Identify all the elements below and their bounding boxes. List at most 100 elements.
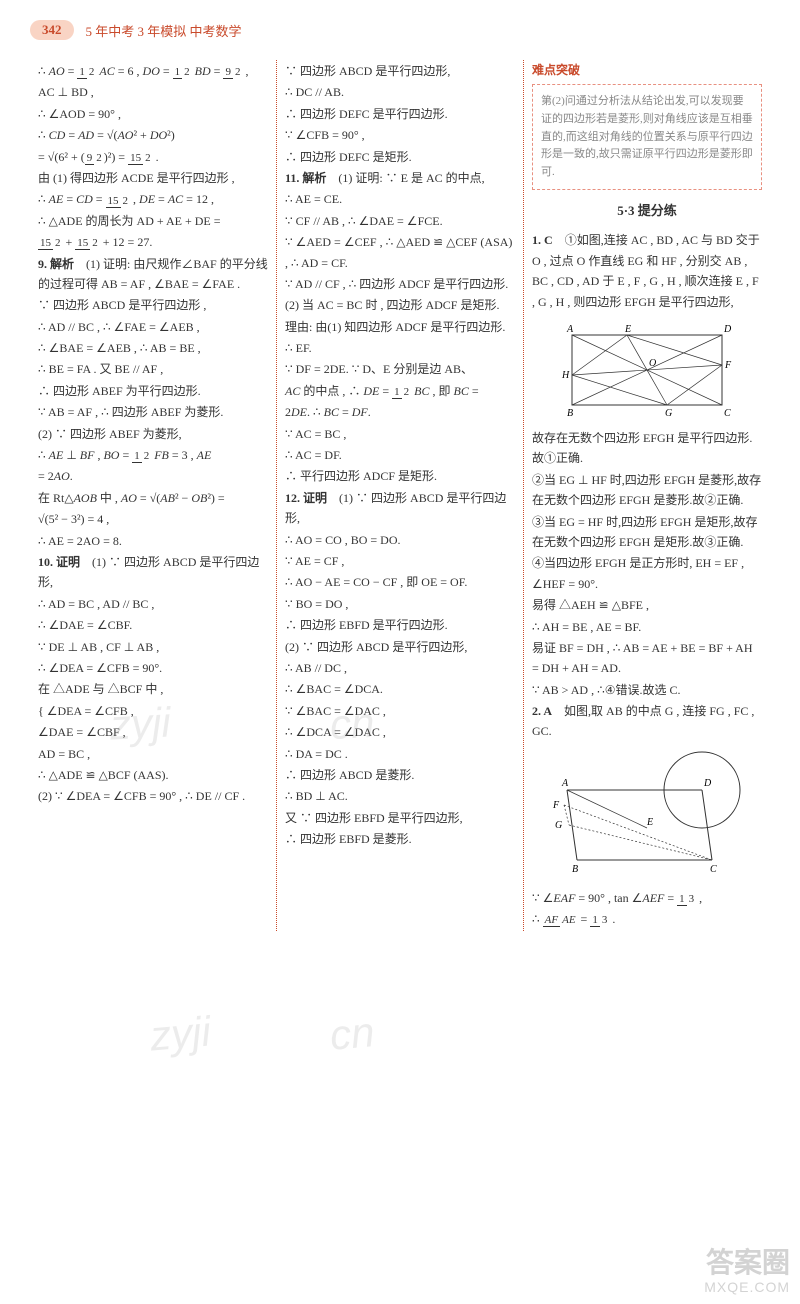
text: ∵ AD // CF , ∴ 四边形 ADCF 是平行四边形. bbox=[285, 274, 515, 294]
svg-text:E: E bbox=[624, 324, 631, 335]
svg-text:F: F bbox=[552, 800, 560, 811]
text: ∴ AB // DC , bbox=[285, 658, 515, 678]
text: (2) ∵ 四边形 ABCD 是平行四边形, bbox=[285, 637, 515, 657]
svg-text:G: G bbox=[555, 820, 562, 831]
text: ∵ CF // AB , ∴ ∠DAE = ∠FCE. bbox=[285, 211, 515, 231]
svg-text:C: C bbox=[710, 864, 717, 875]
text: ∴ CD = AD = √(AO² + DO²) bbox=[38, 125, 268, 145]
book-title: 5 年中考 3 年模拟 中考数学 bbox=[86, 21, 242, 40]
q12-label: 12. 证明 (1) ∵ 四边形 ABCD 是平行四边形, bbox=[285, 488, 515, 529]
text: ∵ AB = AF , ∴ 四边形 ABEF 为菱形. bbox=[38, 402, 268, 422]
svg-text:B: B bbox=[567, 408, 573, 419]
text: ∵ 四边形 ABCD 是平行四边形, bbox=[285, 61, 515, 81]
text: { ∠DEA = ∠CFB , bbox=[38, 701, 268, 721]
svg-text:D: D bbox=[723, 324, 732, 335]
column-3: 难点突破 第(2)问通过分析法从结论出发,可以发现要证的四边形若是菱形,则对角线… bbox=[524, 60, 770, 931]
text: ∴ △ADE ≌ △BCF (AAS). bbox=[38, 765, 268, 785]
text: ∴ ∠BAC = ∠DCA. bbox=[285, 679, 515, 699]
svg-text:D: D bbox=[703, 778, 712, 789]
text: ∴ DA = DC . bbox=[285, 744, 515, 764]
text: ∴ 平行四边形 ADCF 是矩形. bbox=[285, 466, 515, 486]
text: 故存在无数个四边形 EFGH 是平行四边形.故①正确. bbox=[532, 428, 762, 469]
text: ∵ ∠BAC = ∠DAC , bbox=[285, 701, 515, 721]
svg-text:A: A bbox=[561, 778, 569, 789]
text: 又 ∵ 四边形 EBFD 是平行四边形, bbox=[285, 808, 515, 828]
text: ∴ ∠BAE = ∠AEB , ∴ AB = BE , bbox=[38, 338, 268, 358]
logo-url: MXQE.COM bbox=[704, 1279, 790, 1296]
main-content: ∴ AO = 12 AC = 6 , DO = 12 BD = 92 , AC … bbox=[30, 60, 770, 931]
svg-text:A: A bbox=[566, 324, 574, 335]
text: 由 (1) 得四边形 ACDE 是平行四边形 , bbox=[38, 168, 268, 188]
text: ∴ AE ⊥ BF , BO = 12 FB = 3 , AE bbox=[38, 445, 268, 465]
section-title: 5·3 提分练 bbox=[532, 200, 762, 222]
text: ∴ AE = CD = 152 , DE = AC = 12 , bbox=[38, 189, 268, 209]
text: ∴ 四边形 DEFC 是矩形. bbox=[285, 147, 515, 167]
watermark: cn bbox=[328, 1008, 376, 1060]
text: ∴ AC = DF. bbox=[285, 445, 515, 465]
text: AC 的中点 , ∴ DE = 12 BC , 即 BC = bbox=[285, 381, 515, 401]
text: ∵ DF = 2DE. ∵ D、E 分别是边 AB、 bbox=[285, 359, 515, 379]
corner-logo: 答案圈 MXQE.COM bbox=[704, 1246, 790, 1296]
text: ∴ 四边形 EBFD 是平行四边形. bbox=[285, 615, 515, 635]
text: ∴ BE = FA . 又 BE // AF , bbox=[38, 359, 268, 379]
text: ∴ ∠DCA = ∠DAC , bbox=[285, 722, 515, 742]
text: (2) ∵ ∠DEA = ∠CFB = 90° , ∴ DE // CF . bbox=[38, 786, 268, 806]
text: ∵ 四边形 ABCD 是平行四边形 , bbox=[38, 295, 268, 315]
text: ∴ AH = BE , AE = BF. bbox=[532, 617, 762, 637]
svg-text:H: H bbox=[561, 370, 570, 381]
text: = 2AO. bbox=[38, 466, 268, 486]
diagram-rectangle-1: A E D H O F B G C bbox=[557, 320, 737, 420]
svg-text:E: E bbox=[646, 817, 653, 828]
text: = √(6² + (92)²) = 152 . bbox=[38, 147, 268, 167]
text: ∴ 四边形 DEFC 是平行四边形. bbox=[285, 104, 515, 124]
q9-label: 9. 解析 (1) 证明: 由尺规作∠BAF 的平分线的过程可得 AB = AF… bbox=[38, 254, 268, 295]
text: AC ⊥ BD , bbox=[38, 82, 268, 102]
svg-text:G: G bbox=[665, 408, 672, 419]
text: ∴ AO = CO , BO = DO. bbox=[285, 530, 515, 550]
text: ∴ DC // AB. bbox=[285, 82, 515, 102]
text: ∴ 四边形 EBFD 是菱形. bbox=[285, 829, 515, 849]
page-header: 342 5 年中考 3 年模拟 中考数学 bbox=[30, 20, 770, 40]
text: ∵ ∠EAF = 90° , tan ∠AEF = 13 , bbox=[532, 888, 762, 908]
q1: 1. C ①如图,连接 AC , BD , AC 与 BD 交于 O , 过点 … bbox=[532, 230, 762, 312]
text: ∴ AD // BC , ∴ ∠FAE = ∠AEB , bbox=[38, 317, 268, 337]
text: ∴ AO = 12 AC = 6 , DO = 12 BD = 92 , bbox=[38, 61, 268, 81]
text: ∴ 四边形 ABEF 为平行四边形. bbox=[38, 381, 268, 401]
text: 理由: 由(1) 知四边形 ADCF 是平行四边形. bbox=[285, 317, 515, 337]
q11-label: 11. 解析 (1) 证明: ∵ E 是 AC 的中点, bbox=[285, 168, 515, 188]
text: 易得 △AEH ≌ △BFE , bbox=[532, 595, 762, 615]
text: ④当四边形 EFGH 是正方形时, EH = EF , ∠HEF = 90°. bbox=[532, 553, 762, 594]
text: 152 + 152 + 12 = 27. bbox=[38, 232, 268, 252]
watermark: zyji bbox=[148, 1007, 213, 1060]
text: ∴ 四边形 ABCD 是菱形. bbox=[285, 765, 515, 785]
q2: 2. A 如图,取 AB 的中点 G , 连接 FG , FC , GC. bbox=[532, 701, 762, 742]
text: ∴ AO − AE = CO − CF , 即 OE = OF. bbox=[285, 572, 515, 592]
svg-text:F: F bbox=[724, 360, 732, 371]
text: ∴ BD ⊥ AC. bbox=[285, 786, 515, 806]
callout-title: 难点突破 bbox=[532, 60, 762, 80]
text: 在 Rt△AOB 中 , AO = √(AB² − OB²) = bbox=[38, 488, 268, 508]
text: ∴ AFAE = 13 . bbox=[532, 909, 762, 929]
callout-box: 第(2)问通过分析法从结论出发,可以发现要证的四边形若是菱形,则对角线应该是互相… bbox=[532, 84, 762, 190]
text: ②当 EG ⊥ HF 时,四边形 EFGH 是菱形,故存在无数个四边形 EFGH… bbox=[532, 470, 762, 511]
text: ∵ BO = DO , bbox=[285, 594, 515, 614]
text: √(5² − 3²) = 4 , bbox=[38, 509, 268, 529]
text: ∠DAE = ∠CBF , bbox=[38, 722, 268, 742]
diagram-circle: A D F G E B C bbox=[547, 750, 747, 880]
text: (2) 当 AC = BC 时 , 四边形 ADCF 是矩形. bbox=[285, 295, 515, 315]
text: ∴ ∠DEA = ∠CFB = 90°. bbox=[38, 658, 268, 678]
text: ∵ DE ⊥ AB , CF ⊥ AB , bbox=[38, 637, 268, 657]
logo-text: 答案圈 bbox=[704, 1246, 790, 1280]
text: ∵ AB > AD , ∴④错误.故选 C. bbox=[532, 680, 762, 700]
text: ∴ △ADE 的周长为 AD + AE + DE = bbox=[38, 211, 268, 231]
text: ∴ AE = 2AO = 8. bbox=[38, 531, 268, 551]
text: ③当 EG = HF 时,四边形 EFGH 是矩形,故存在无数个四边形 EFGH… bbox=[532, 512, 762, 553]
text: AD = BC , bbox=[38, 744, 268, 764]
text: ∴ ∠DAE = ∠CBF. bbox=[38, 615, 268, 635]
page-number: 342 bbox=[30, 20, 74, 40]
text: ∵ AC = BC , bbox=[285, 424, 515, 444]
text: 在 △ADE 与 △BCF 中 , bbox=[38, 679, 268, 699]
text: ∴ ∠AOD = 90° , bbox=[38, 104, 268, 124]
q10-label: 10. 证明 (1) ∵ 四边形 ABCD 是平行四边形, bbox=[38, 552, 268, 593]
svg-text:O: O bbox=[649, 358, 656, 369]
